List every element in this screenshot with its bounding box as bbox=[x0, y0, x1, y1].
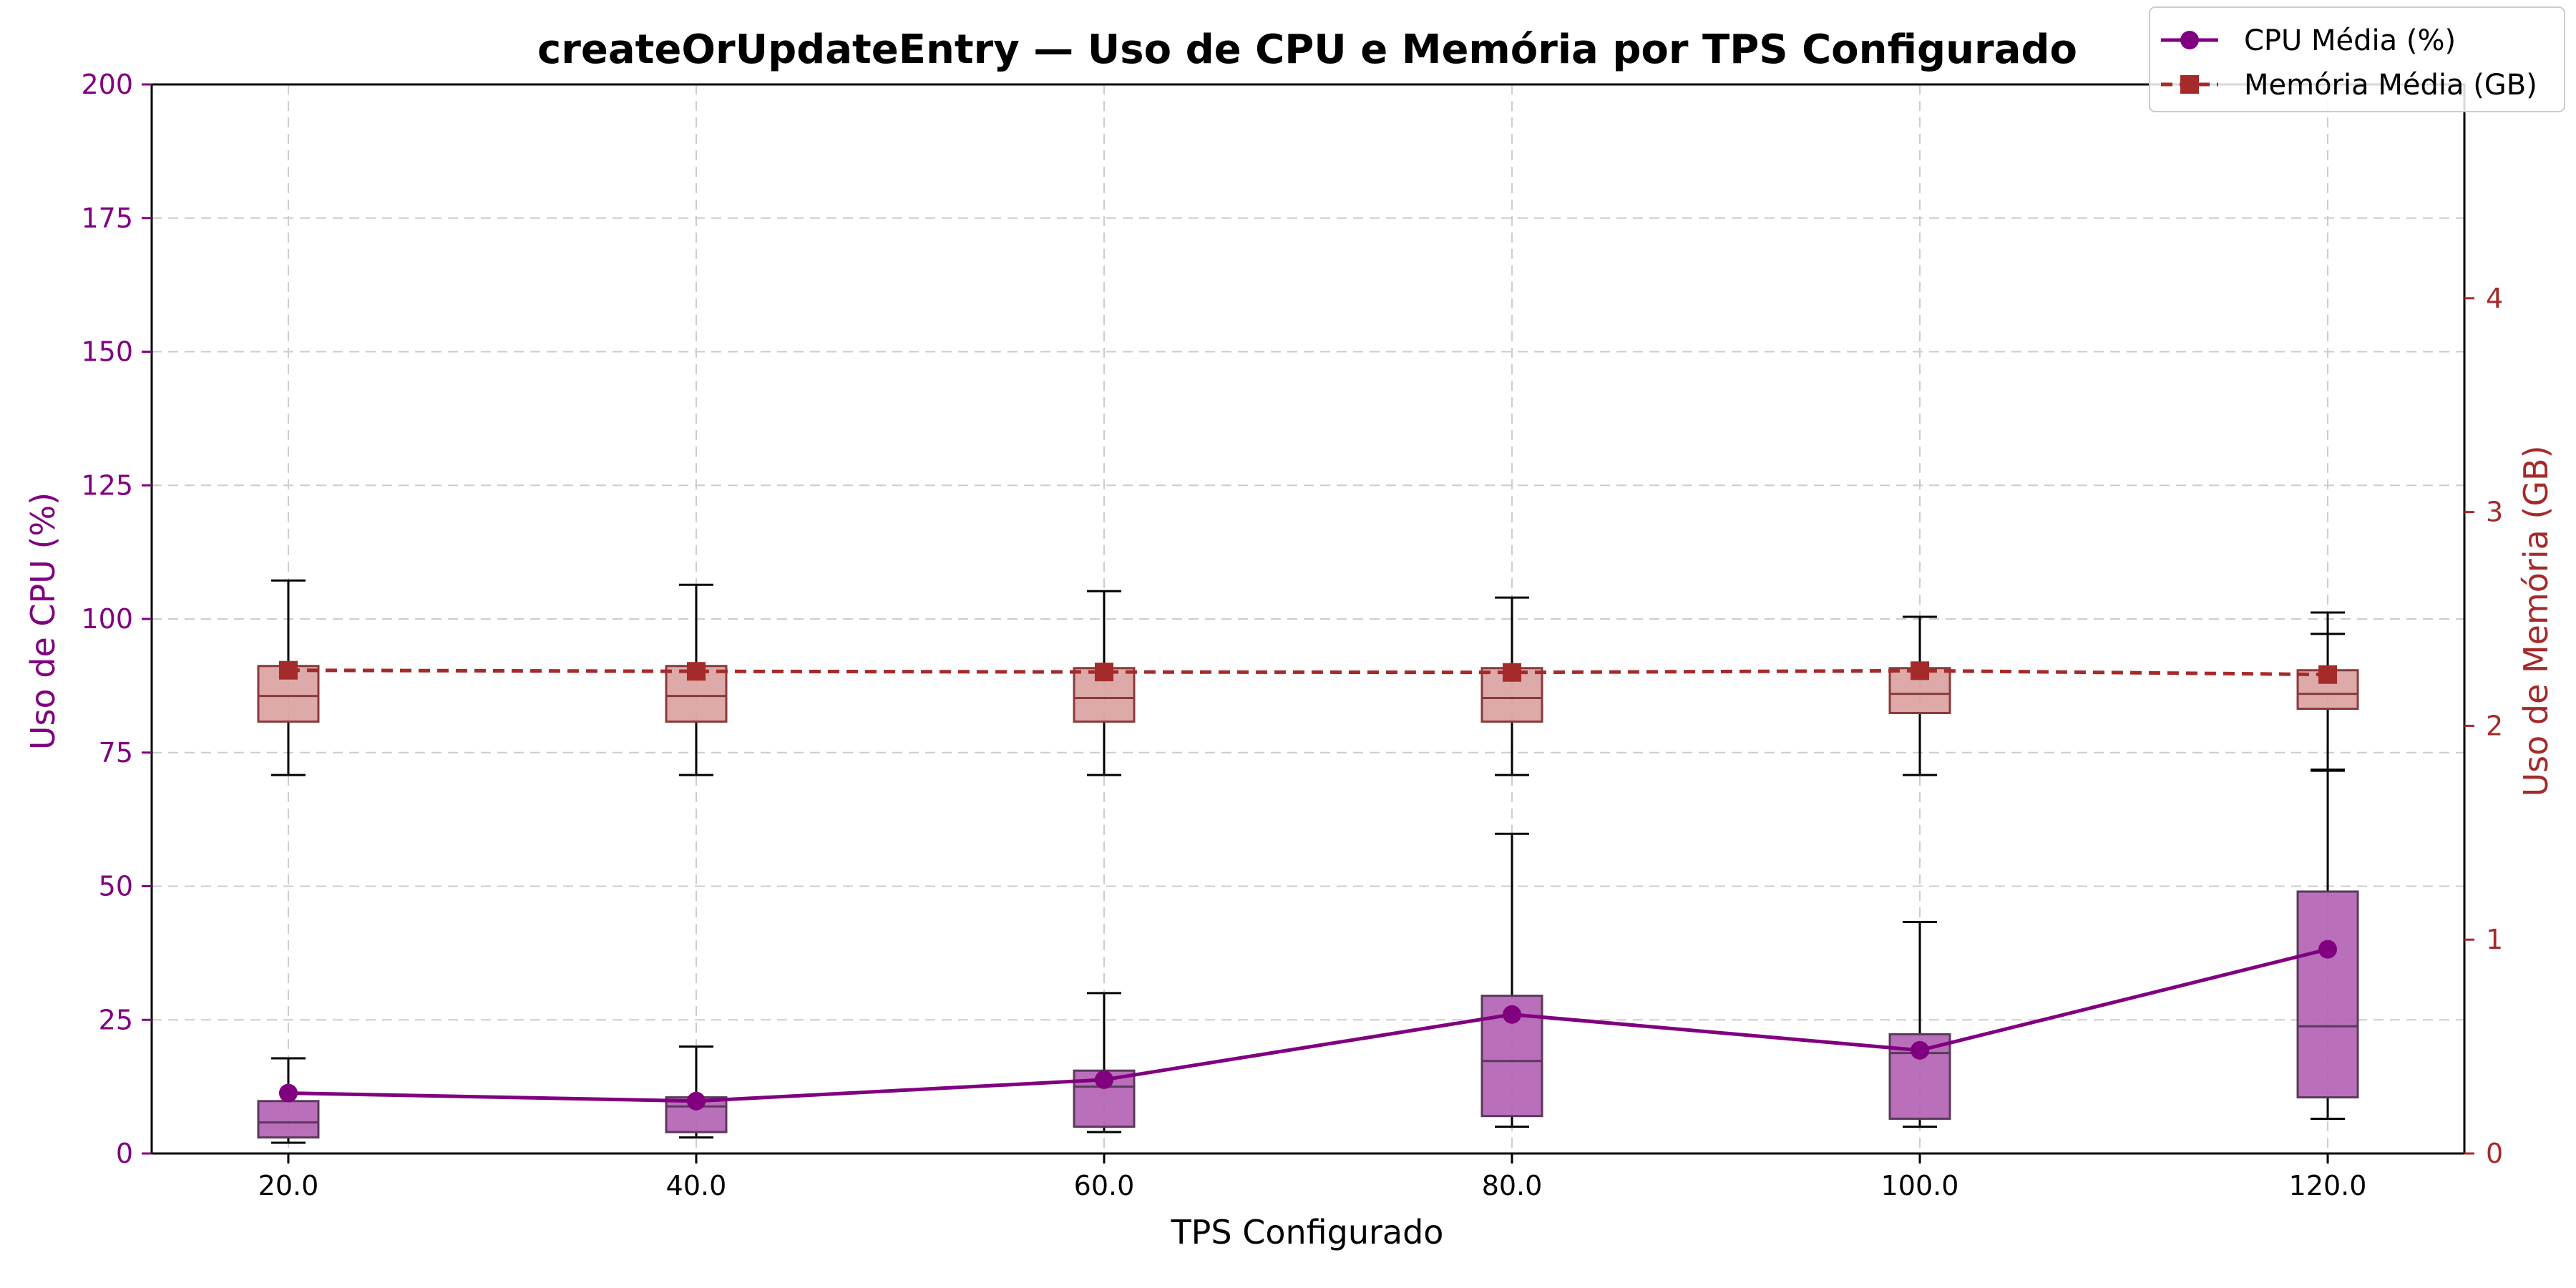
memory-mean-point bbox=[686, 662, 706, 681]
legend: CPU Média (%) Memória Média (GB) bbox=[2149, 6, 2565, 112]
cpu-mean-point bbox=[1911, 1040, 1930, 1060]
y-left-tick-label: 125 bbox=[81, 469, 133, 501]
y-left-tick-label: 0 bbox=[116, 1138, 133, 1169]
cpu-mean-point bbox=[1503, 1005, 1522, 1024]
memory-mean-point bbox=[1911, 661, 1930, 680]
cpu-mean-point bbox=[2318, 940, 2338, 959]
x-tick-label: 60.0 bbox=[1074, 1170, 1135, 1201]
y-axis-left-label: Uso de CPU (%) bbox=[24, 492, 62, 750]
y-right-tick-label: 4 bbox=[2486, 283, 2503, 314]
memory-mean-line bbox=[288, 668, 2328, 677]
x-tick-label: 120.0 bbox=[2289, 1170, 2367, 1201]
legend-memory-label: Memória Média (GB) bbox=[2244, 69, 2537, 102]
series-lines bbox=[278, 660, 2338, 1111]
memory-mean-point bbox=[1094, 663, 1113, 682]
y-axis-right-label: Uso de Memória (GB) bbox=[2517, 445, 2555, 796]
legend-frame bbox=[2149, 6, 2565, 112]
chart-title: createOrUpdateEntry — Uso de CPU e Memór… bbox=[537, 26, 2077, 73]
y-right-tick-label: 1 bbox=[2486, 924, 2503, 955]
y-left-tick-label: 25 bbox=[99, 1004, 133, 1035]
legend-cpu-marker bbox=[2180, 31, 2199, 49]
x-tick-label: 80.0 bbox=[1482, 1170, 1543, 1201]
cpu-box bbox=[2296, 769, 2359, 1120]
memory-mean-point bbox=[1503, 663, 1522, 682]
legend-cpu-label: CPU Média (%) bbox=[2244, 24, 2456, 57]
y-left-tick-label: 50 bbox=[99, 871, 133, 902]
ticks: 20.0 40.0 60.0 80.0 100.0 120.0 0 25 50 75 100 125 1… bbox=[81, 69, 2503, 1201]
x-axis-label: TPS Configurado bbox=[1171, 1213, 1444, 1252]
x-tick-label: 40.0 bbox=[666, 1170, 727, 1201]
cpu-box-body bbox=[257, 1100, 320, 1139]
legend-memory-marker bbox=[2180, 75, 2199, 94]
cpu-box bbox=[257, 1057, 320, 1144]
memory-mean-point bbox=[278, 660, 298, 680]
y-right-tick-label: 0 bbox=[2486, 1138, 2503, 1169]
y-left-tick-label: 100 bbox=[81, 603, 133, 635]
cpu-mean-line bbox=[288, 947, 2328, 1103]
cpu-mean-point bbox=[686, 1091, 706, 1111]
memory-mean-point bbox=[2318, 665, 2338, 684]
x-tick-label: 100.0 bbox=[1881, 1170, 1959, 1201]
y-left-tick-label: 150 bbox=[81, 336, 133, 368]
cpu-box-body bbox=[2296, 890, 2359, 1099]
y-right-tick-label: 3 bbox=[2486, 497, 2503, 528]
y-left-tick-label: 175 bbox=[81, 203, 133, 234]
y-left-tick-label: 200 bbox=[81, 69, 133, 100]
cpu-mean-point bbox=[1094, 1070, 1113, 1089]
x-tick-label: 20.0 bbox=[258, 1170, 319, 1201]
cpu-mean-point bbox=[278, 1083, 298, 1103]
y-left-tick-label: 75 bbox=[99, 737, 133, 769]
y-right-tick-label: 2 bbox=[2486, 710, 2503, 741]
